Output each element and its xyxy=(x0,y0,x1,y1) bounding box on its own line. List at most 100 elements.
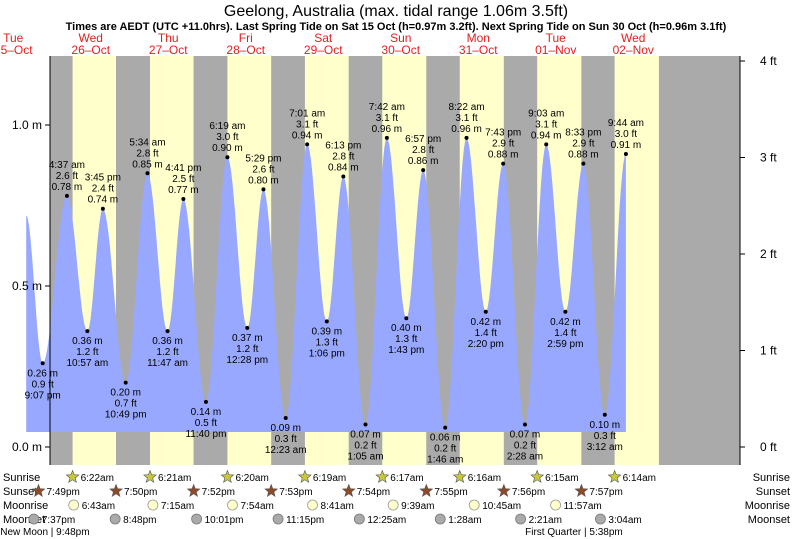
moonrise-icon xyxy=(387,499,399,511)
moonset-icon xyxy=(515,513,526,525)
tide-high-point xyxy=(384,135,389,140)
tide-high-point xyxy=(64,193,69,198)
tide-low-point xyxy=(283,416,288,421)
tide-high-point xyxy=(100,206,105,211)
tide-high-label: 3.0 ft xyxy=(615,129,637,140)
sunrise-icon xyxy=(297,469,312,483)
tide-low-label: 0.2 ft xyxy=(514,440,536,451)
day-label-date: 29–Oct xyxy=(304,43,343,57)
tide-low-label: 0.36 m xyxy=(152,336,183,347)
moonrise-icon xyxy=(550,499,561,511)
moonrise-time: 7:54am xyxy=(241,501,274,512)
tide-high-point xyxy=(421,168,426,173)
tide-low-label: 10:49 pm xyxy=(105,410,147,421)
tide-low-label: 2:59 pm xyxy=(547,339,583,350)
moonrise-icon xyxy=(307,499,318,511)
tide-low-label: 1.4 ft xyxy=(475,328,497,339)
sunrise-time: 6:21am xyxy=(158,473,191,484)
tide-low-point xyxy=(602,412,607,417)
tide-low-label: 11:40 pm xyxy=(185,429,226,440)
sunset-icon xyxy=(31,483,46,497)
tide-low-label: 1.2 ft xyxy=(76,347,98,358)
tide-curve-layer xyxy=(26,137,626,432)
tide-high-label: 4:37 am xyxy=(49,160,85,171)
tide-high-label: 0.77 m xyxy=(168,185,199,196)
tide-low-label: 0.7 ft xyxy=(115,399,137,410)
tide-high-label: 3.1 ft xyxy=(455,113,477,124)
tide-low-point xyxy=(203,399,208,404)
left-axis-tick-label: 0.0 m xyxy=(12,440,42,454)
moonrise-icon xyxy=(468,499,480,511)
tide-low-point xyxy=(85,329,90,334)
moonrise-time: 9:39am xyxy=(401,501,434,512)
moon-phase-label: New Moon | 9:48pm xyxy=(0,527,89,538)
tide-low-label: 0.37 m xyxy=(232,333,263,344)
tide-low-label: 0.39 m xyxy=(312,326,343,337)
day-label-weekday: Sun xyxy=(390,31,411,45)
tide-high-label: 0.78 m xyxy=(52,182,83,193)
sunset-icon xyxy=(341,483,356,497)
tide-high-point xyxy=(623,151,628,156)
tide-low-point xyxy=(522,422,527,427)
left-axis-tick-label: 0.5 m xyxy=(12,279,42,293)
day-label-date: 31–Oct xyxy=(459,43,498,57)
row-label-sunset-right: Sunset xyxy=(756,486,790,498)
tide-low-label: 10:57 am xyxy=(67,358,109,369)
moonset-icon xyxy=(191,513,203,525)
sunrise-time: 6:17am xyxy=(390,473,423,484)
sunrise-time: 6:19am xyxy=(313,473,346,484)
day-label-weekday: Tue xyxy=(546,31,567,45)
tide-low-label: 0.5 ft xyxy=(195,418,217,429)
moonset-time: 10:01pm xyxy=(205,515,244,526)
tide-high-label: 0.86 m xyxy=(408,156,439,167)
sunrise-icon xyxy=(530,469,545,483)
moonrise-icon xyxy=(147,499,159,511)
sunset-time: 7:56pm xyxy=(512,487,545,498)
tide-high-label: 5:29 pm xyxy=(245,153,281,164)
tide-low-label: 0.2 ft xyxy=(434,444,456,455)
tide-high-label: 9:44 am xyxy=(608,118,644,129)
day-label-weekday: Wed xyxy=(79,31,103,45)
tide-low-point xyxy=(363,422,368,427)
moonset-icon xyxy=(434,513,446,525)
tide-high-label: 2.8 ft xyxy=(136,148,158,159)
tide-high-label: 0.90 m xyxy=(212,143,243,154)
tide-high-label: 9:03 am xyxy=(528,108,564,119)
moonset-time: 1:28am xyxy=(448,515,481,526)
moonset-time: 3:04am xyxy=(608,515,641,526)
sunrise-icon xyxy=(143,469,157,483)
sunset-time: 7:57pm xyxy=(589,487,622,498)
tide-low-point xyxy=(40,361,45,366)
sunrise-icon xyxy=(220,469,235,483)
tide-high-label: 2.8 ft xyxy=(332,152,354,163)
chart-subtitle: Times are AEDT (UTC +11.0hrs). Last Spri… xyxy=(66,21,727,33)
tide-high-label: 2.9 ft xyxy=(572,139,594,150)
right-axis-tick-label: 3 ft xyxy=(760,151,777,165)
tide-high-point xyxy=(261,187,266,192)
left-axis-tick-label: 1.0 m xyxy=(12,118,42,132)
right-axis-tick-label: 0 ft xyxy=(760,440,777,454)
tide-low-label: 1.4 ft xyxy=(554,328,576,339)
tide-low-label: 0.14 m xyxy=(191,407,222,418)
tide-low-label: 0.20 m xyxy=(110,388,141,399)
row-label-sunrise-right: Sunrise xyxy=(753,472,790,484)
row-label-moonrise-right: Moonrise xyxy=(745,500,790,512)
tide-low-label: 9:07 pm xyxy=(25,390,61,401)
tide-low-label: 0.06 m xyxy=(430,433,461,444)
tide-low-point xyxy=(245,325,250,330)
tide-low-point xyxy=(443,425,448,430)
sunset-time: 7:53pm xyxy=(279,487,312,498)
tide-high-label: 6:13 pm xyxy=(325,141,361,152)
tide-low-label: 1:46 am xyxy=(427,455,463,466)
sunset-time: 7:52pm xyxy=(202,487,235,498)
tide-high-point xyxy=(145,171,150,176)
tide-low-label: 0.2 ft xyxy=(354,440,376,451)
tide-high-label: 0.80 m xyxy=(248,175,279,186)
tide-low-label: 2:28 am xyxy=(507,451,543,462)
right-axis-tick-label: 1 ft xyxy=(760,344,777,358)
tide-high-label: 2.5 ft xyxy=(172,174,194,185)
tide-high-point xyxy=(544,142,549,147)
day-label-date: 02–Nov xyxy=(613,43,654,57)
tide-high-label: 2.8 ft xyxy=(412,145,434,156)
right-axis-tick-label: 2 ft xyxy=(760,247,777,261)
